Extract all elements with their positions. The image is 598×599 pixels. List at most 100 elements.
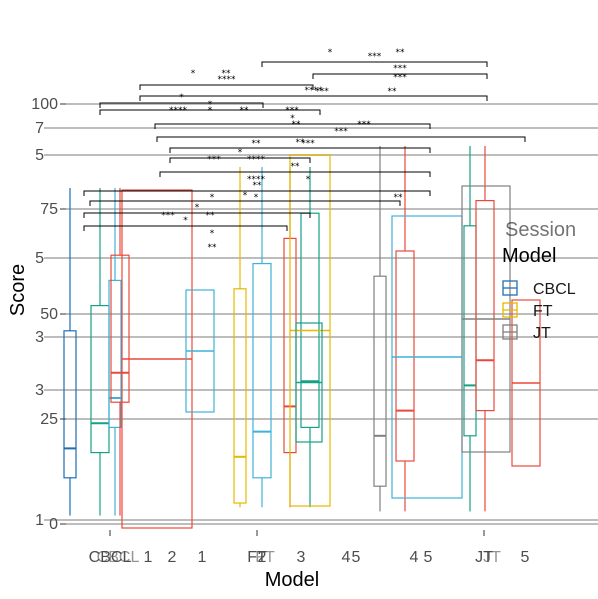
significance-label: * xyxy=(328,48,333,58)
significance-label: **** xyxy=(247,155,266,165)
significance-label: * xyxy=(210,193,215,203)
y-tick-label: 25 xyxy=(40,411,58,428)
significance-label: ** xyxy=(208,243,218,253)
significance-label: *** xyxy=(357,120,371,130)
box-iqr xyxy=(395,250,415,462)
significance-bracket xyxy=(83,212,311,218)
significance-label: * xyxy=(195,203,200,213)
significance-label: * xyxy=(191,69,196,79)
x-tick-label: CBCL xyxy=(89,549,132,566)
significance-label: **** xyxy=(305,86,324,96)
y-tick-label-overlay: 3 xyxy=(35,329,44,346)
x-tick-label-overlay: 1 xyxy=(144,549,153,566)
legend-label: JT xyxy=(533,325,551,342)
significance-label: *** xyxy=(207,155,221,165)
significance-label: ** xyxy=(292,120,302,130)
significance-label: ** xyxy=(388,87,398,97)
y-tick-label-overlay: 7 xyxy=(35,120,44,137)
significance-label: * xyxy=(290,114,295,124)
significance-label: * xyxy=(238,148,243,158)
y-tick-label: 75 xyxy=(40,201,58,218)
significance-bracket xyxy=(99,109,321,115)
significance-label: *** xyxy=(393,64,407,74)
y-tick-label-overlay: 3 xyxy=(35,382,44,399)
x-tick-label-overlay: 5 xyxy=(521,549,530,566)
significance-label: *** xyxy=(301,139,315,149)
significance-bracket xyxy=(83,190,431,196)
significance-label: **** xyxy=(218,75,237,85)
y-tick-label-overlay: 1 xyxy=(35,512,44,529)
x-tick-label-overlay: 2 xyxy=(168,549,177,566)
significance-label: * xyxy=(254,193,259,203)
significance-bracket xyxy=(156,136,526,142)
significance-label: * xyxy=(243,191,248,201)
significance-label: * xyxy=(183,216,188,226)
significance-bracket xyxy=(99,102,264,108)
box-iqr xyxy=(373,275,387,487)
box-iqr xyxy=(233,288,247,504)
x-tick-label-overlay: 1 xyxy=(198,549,207,566)
significance-bracket xyxy=(159,171,431,177)
significance-label: ** xyxy=(396,48,406,58)
x-tick-label-overlay: 3 xyxy=(297,549,306,566)
x-tick-label-overlay: 5 xyxy=(352,549,361,566)
significance-bracket xyxy=(154,123,431,129)
significance-bracket xyxy=(169,157,311,163)
significance-label: *** xyxy=(285,106,299,116)
x-tick-label-overlay: FT xyxy=(255,549,275,566)
significance-bracket xyxy=(169,147,431,153)
significance-label: **** xyxy=(169,106,188,116)
significance-label: ** xyxy=(394,193,404,203)
box-iqr xyxy=(252,263,272,479)
significance-label: ** xyxy=(291,162,301,172)
significance-label: * xyxy=(210,229,215,239)
y-tick-label: 100 xyxy=(31,96,58,113)
significance-bracket xyxy=(312,73,488,79)
box-iqr xyxy=(90,305,110,454)
significance-label: *** xyxy=(368,52,382,62)
x-tick-label-overlay: JT xyxy=(483,549,501,566)
box-plots xyxy=(63,146,541,529)
significance-label: * xyxy=(306,175,311,185)
x-tick-label: JT xyxy=(475,549,493,566)
x-tick-label-overlay: 2 xyxy=(258,549,267,566)
significance-label: ** xyxy=(206,211,216,221)
legend-title: Model xyxy=(502,245,556,267)
y-tick-label-overlay: 5 xyxy=(35,147,44,164)
significance-label: *** xyxy=(315,87,329,97)
significance-bracket xyxy=(83,225,288,231)
significance-bracket xyxy=(89,200,401,206)
x-axis-title: Model xyxy=(265,569,319,591)
significance-label: *** xyxy=(334,127,348,137)
significance-brackets: ******************************* *** ** ****… xyxy=(83,48,526,253)
significance-label: ** xyxy=(296,138,306,148)
significance-bracket xyxy=(139,95,488,101)
significance-label: ** xyxy=(253,181,263,191)
box-iqr xyxy=(63,330,77,479)
x-tick-label: FT xyxy=(247,549,267,566)
legend-label: CBCL xyxy=(533,281,576,298)
legend-overlay-title: Session xyxy=(505,219,576,241)
significance-label: **** xyxy=(247,175,266,185)
gridlines xyxy=(44,103,598,525)
legend: Session Model CBCL FT JT xyxy=(502,219,576,342)
y-tick-label: 50 xyxy=(40,306,58,323)
significance-label: * xyxy=(208,106,213,116)
significance-label: ** xyxy=(222,69,232,79)
significance-bracket xyxy=(261,61,488,67)
significance-label: *** xyxy=(393,73,407,83)
significance-label: *** xyxy=(161,211,175,221)
significance-label: * xyxy=(208,100,213,110)
x-tick-label-overlay: CBCL xyxy=(97,549,140,566)
significance-label: * xyxy=(179,93,184,103)
x-tick-label-overlay: 4 xyxy=(342,549,351,566)
significance-label: ** xyxy=(252,139,262,149)
y-tick-label-overlay: 5 xyxy=(35,250,44,267)
box-iqr xyxy=(108,279,122,428)
legend-label: FT xyxy=(533,303,553,320)
y-axis-title: Score xyxy=(7,264,29,316)
y-tick-label: 0 xyxy=(49,516,58,533)
